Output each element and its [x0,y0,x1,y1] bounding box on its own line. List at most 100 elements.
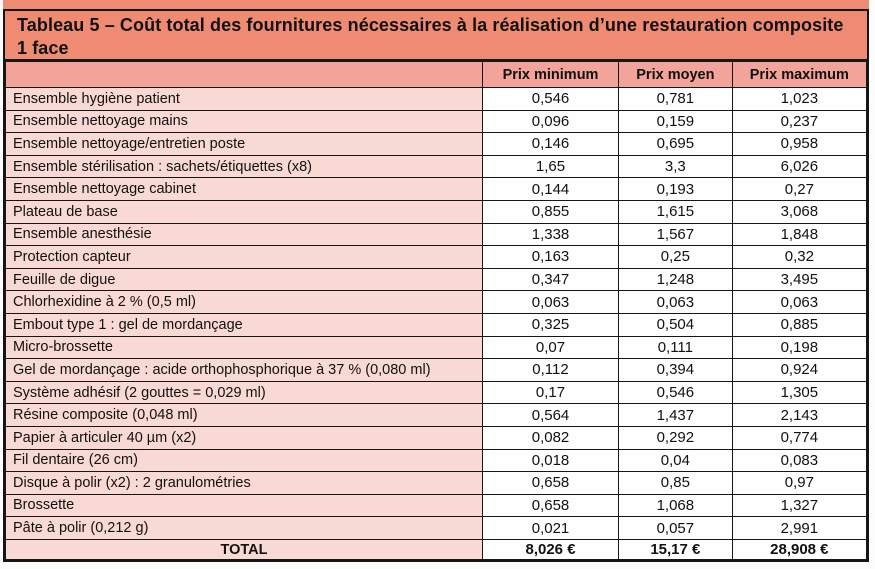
row-label-cell: Brossette [5,493,483,518]
total-label-cell: TOTAL [5,539,483,560]
row-label-cell: Ensemble anesthésie [5,222,483,247]
price-min-cell: 0,564 [481,403,620,427]
table-row: Ensemble nettoyage mains 0,096 0,159 0,2… [5,109,867,134]
table-row: Brossette 0,658 1,068 1,327 [5,493,867,518]
table-row: Fil dentaire (26 cm) 0,018 0,04 0,083 [5,448,867,473]
price-min-cell: 0,082 [481,425,620,450]
table-row: Pâte à polir (0,212 g) 0,021 0,057 2,991 [5,516,867,540]
price-min-cell: 0,546 [481,87,620,111]
row-label-cell: Fil dentaire (26 cm) [5,448,483,473]
price-max-cell: 0,97 [731,471,867,495]
row-label-cell: Ensemble nettoyage cabinet [5,177,483,201]
price-min-cell: 0,112 [481,358,620,382]
price-max-cell: 0,924 [731,358,867,382]
price-avg-cell: 1,437 [618,403,733,427]
price-avg-cell: 1,615 [618,199,733,224]
row-label-cell: Ensemble stérilisation : sachets/étiquet… [5,154,483,179]
price-max-cell: 0,885 [731,312,867,337]
price-avg-cell: 0,193 [618,177,733,201]
price-avg-cell: 0,504 [618,312,733,337]
row-label-cell: Pâte à polir (0,212 g) [5,516,483,540]
price-avg-cell: 3,3 [618,154,733,179]
row-label-cell: Résine composite (0,048 ml) [5,403,483,427]
price-avg-cell: 0,695 [618,132,733,156]
price-min-cell: 0,146 [481,132,620,156]
price-min-cell: 0,063 [481,290,620,314]
price-min-cell: 0,018 [481,448,620,473]
row-label-cell: Papier à articuler 40 µm (x2) [5,425,483,450]
table-row: Ensemble hygiène patient 0,546 0,781 1,0… [5,87,867,111]
price-min-cell: 0,17 [481,380,620,405]
price-avg-cell: 0,159 [618,109,733,134]
price-max-cell: 3,495 [731,267,867,292]
row-label-cell: Feuille de digue [5,267,483,292]
header-prix-maximum: Prix maximum [731,61,867,88]
price-max-cell: 0,32 [731,245,867,269]
price-max-cell: 0,063 [731,290,867,314]
table-row: Ensemble nettoyage cabinet 0,144 0,193 0… [5,177,867,201]
price-min-cell: 0,855 [481,199,620,224]
row-label-cell: Ensemble hygiène patient [5,87,483,111]
table-body: Ensemble hygiène patient 0,546 0,781 1,0… [5,87,867,540]
price-max-cell: 0,958 [731,132,867,156]
price-min-cell: 0,021 [481,516,620,540]
cost-table-grid: Prix minimum Prix moyen Prix maximum Ens… [5,61,867,560]
table-row: Micro-brossette 0,07 0,111 0,198 [5,335,867,360]
price-avg-cell: 0,111 [618,335,733,360]
table-row: Papier à articuler 40 µm (x2) 0,082 0,29… [5,425,867,450]
total-min-cell: 8,026 € [481,539,620,560]
price-avg-cell: 0,057 [618,516,733,540]
price-max-cell: 0,27 [731,177,867,201]
price-max-cell: 1,848 [731,222,867,247]
price-min-cell: 0,658 [481,471,620,495]
corner-header-cell [5,61,483,88]
header-prix-moyen: Prix moyen [618,61,733,88]
table-row: Système adhésif (2 gouttes = 0,029 ml) 0… [5,380,867,405]
price-max-cell: 1,023 [731,87,867,111]
table-row: Feuille de digue 0,347 1,248 3,495 [5,267,867,292]
title-band-top-strip [3,0,869,9]
row-label-cell: Embout type 1 : gel de mordançage [5,312,483,337]
price-avg-cell: 0,394 [618,358,733,382]
price-avg-cell: 0,063 [618,290,733,314]
price-max-cell: 1,327 [731,493,867,518]
price-max-cell: 1,305 [731,380,867,405]
table-row: Résine composite (0,048 ml) 0,564 1,437 … [5,403,867,427]
price-min-cell: 0,325 [481,312,620,337]
cost-table: Tableau 5 – Coût total des fournitures n… [3,9,869,562]
price-avg-cell: 0,546 [618,380,733,405]
price-min-cell: 0,163 [481,245,620,269]
table-row: Ensemble anesthésie 1,338 1,567 1,848 [5,222,867,247]
table-header-row: Prix minimum Prix moyen Prix maximum [5,61,867,88]
price-avg-cell: 1,567 [618,222,733,247]
total-row: TOTAL 8,026 € 15,17 € 28,908 € [5,539,867,560]
price-avg-cell: 1,248 [618,267,733,292]
total-avg-cell: 15,17 € [618,539,733,560]
table-row: Chlorhexidine à 2 % (0,5 ml) 0,063 0,063… [5,290,867,314]
price-avg-cell: 0,292 [618,425,733,450]
price-min-cell: 1,338 [481,222,620,247]
price-max-cell: 0,774 [731,425,867,450]
total-max-cell: 28,908 € [731,539,867,560]
row-label-cell: Gel de mordançage : acide orthophosphori… [5,358,483,382]
price-min-cell: 0,07 [481,335,620,360]
row-label-cell: Plateau de base [5,199,483,224]
row-label-cell: Disque à polir (x2) : 2 granulométries [5,471,483,495]
price-max-cell: 0,083 [731,448,867,473]
price-max-cell: 2,991 [731,516,867,540]
price-min-cell: 0,096 [481,109,620,134]
table-row: Gel de mordançage : acide orthophosphori… [5,358,867,382]
table-row: Protection capteur 0,163 0,25 0,32 [5,245,867,269]
row-label-cell: Ensemble nettoyage/entretien poste [5,132,483,156]
row-label-cell: Micro-brossette [5,335,483,360]
table-title: Tableau 5 – Coût total des fournitures n… [5,11,867,61]
price-max-cell: 2,143 [731,403,867,427]
price-max-cell: 0,198 [731,335,867,360]
table-row: Disque à polir (x2) : 2 granulométries 0… [5,471,867,495]
table-row: Embout type 1 : gel de mordançage 0,325 … [5,312,867,337]
row-label-cell: Chlorhexidine à 2 % (0,5 ml) [5,290,483,314]
price-min-cell: 0,347 [481,267,620,292]
price-avg-cell: 1,068 [618,493,733,518]
price-avg-cell: 0,04 [618,448,733,473]
table-row: Ensemble nettoyage/entretien poste 0,146… [5,132,867,156]
